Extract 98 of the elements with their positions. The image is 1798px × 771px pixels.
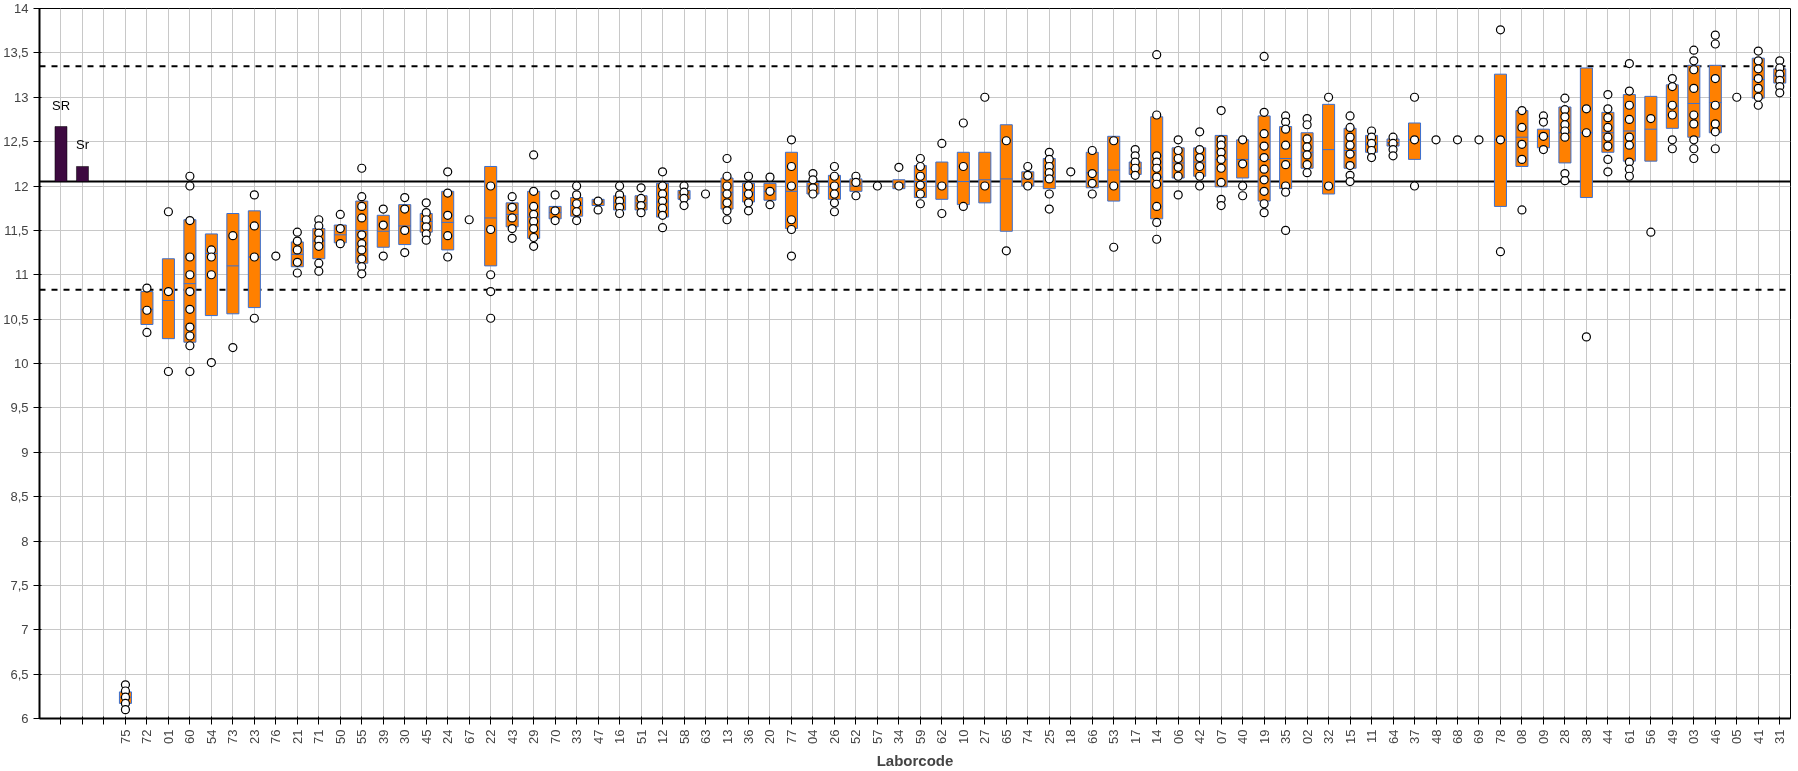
x-tick-label: 75 (117, 729, 133, 744)
x-tick-label: 17 (1127, 729, 1143, 744)
x-tick-label: 56 (1643, 729, 1659, 744)
x-tick-label: 34 (891, 729, 907, 744)
y-tick-label: 7,5 (10, 577, 29, 593)
x-tick-label: 51 (633, 729, 649, 744)
y-tick-label: 10,5 (3, 311, 29, 327)
y-tick-label: 12 (14, 178, 29, 194)
x-tick-label: 16 (612, 729, 628, 744)
x-tick-label: 06 (1170, 729, 1186, 744)
x-tick-label: 69 (1471, 729, 1487, 744)
x-tick-label: 33 (569, 729, 585, 744)
x-tick-label: 65 (998, 729, 1014, 744)
x-tick-label: 67 (461, 729, 477, 744)
x-tick-label: 41 (1750, 729, 1766, 744)
x-tick-label: 48 (1428, 729, 1444, 744)
x-tick-label: 63 (698, 729, 714, 744)
y-tick-label: 7 (21, 622, 29, 638)
x-tick-label: 02 (1299, 729, 1315, 744)
x-tick-label: 05 (1729, 729, 1745, 744)
x-tick-label: 57 (869, 729, 885, 744)
x-tick-label: 21 (289, 729, 305, 744)
y-tick-label: 9 (21, 444, 29, 460)
x-tick-label: 27 (977, 729, 993, 744)
x-tick-label: 08 (1514, 729, 1530, 744)
x-tick-label: 43 (504, 729, 520, 744)
x-tick-label: 38 (1578, 729, 1594, 744)
x-tick-label: 14 (1149, 729, 1165, 744)
data-label: SR (51, 97, 71, 113)
y-tick-label: 8,5 (10, 489, 29, 505)
x-tick-label: 13 (719, 729, 735, 744)
x-tick-label: 45 (418, 729, 434, 744)
x-tick-label: 26 (826, 729, 842, 744)
x-tick-label: 31 (1772, 729, 1788, 744)
x-tick-label: 37 (1407, 729, 1423, 744)
x-tick-label: 11 (1364, 729, 1380, 743)
y-tick-label: 12,5 (3, 134, 29, 150)
x-tick-label: 78 (1492, 729, 1508, 744)
x-tick-label: 44 (1600, 729, 1616, 744)
y-tick-label: 14 (14, 1, 29, 16)
y-tick-label: 13,5 (3, 45, 29, 61)
x-tick-label: 03 (1686, 729, 1702, 744)
x-tick-label: 71 (311, 729, 327, 744)
x-tick-label: 52 (848, 729, 864, 744)
y-tick-label: 8 (21, 533, 29, 549)
x-tick-label: 58 (676, 729, 692, 744)
x-tick-label: 46 (1707, 729, 1723, 744)
x-tick-label: 54 (203, 729, 219, 744)
y-tick-label: 13 (14, 89, 29, 105)
y-tick-label: 6,5 (10, 666, 29, 682)
data-label: Sr (75, 137, 90, 153)
x-tick-label: 73 (225, 729, 241, 744)
x-tick-label: 30 (397, 729, 413, 744)
x-tick-label: 32 (1321, 729, 1337, 744)
x-tick-label: 72 (139, 729, 155, 744)
x-tick-label: 61 (1621, 729, 1637, 744)
x-tick-label: 49 (1664, 729, 1680, 744)
x-tick-label: 12 (655, 729, 671, 744)
y-tick-label: 9,5 (10, 400, 29, 416)
y-tick-label: 11 (15, 267, 29, 283)
x-tick-label: 39 (375, 729, 391, 744)
x-tick-label: 35 (1278, 729, 1294, 744)
x-tick-label: 62 (934, 729, 950, 744)
x-tick-label: 59 (912, 729, 928, 744)
y-tick-label: 11,5 (4, 222, 29, 238)
x-tick-label: 40 (1235, 729, 1251, 744)
x-tick-label: 60 (182, 729, 198, 744)
x-tick-label: 22 (483, 729, 499, 744)
x-tick-label: 70 (547, 729, 563, 744)
x-tick-label: 25 (1041, 729, 1057, 744)
x-tick-label: 19 (1256, 729, 1272, 744)
x-tick-label: 42 (1192, 729, 1208, 744)
x-axis-title: Laborcode (876, 751, 954, 769)
x-tick-label: 64 (1385, 729, 1401, 744)
x-tick-label: 29 (526, 729, 542, 744)
x-tick-label: 76 (268, 729, 284, 744)
x-tick-label: 55 (354, 729, 370, 744)
x-tick-label: 68 (1449, 729, 1465, 744)
x-tick-label: 18 (1063, 729, 1079, 744)
x-tick-label: 20 (762, 729, 778, 744)
y-tick-label: 6 (21, 711, 29, 726)
x-tick-label: 04 (805, 729, 821, 744)
x-tick-label: 01 (160, 729, 176, 744)
y-tick-label: 10 (14, 356, 29, 371)
x-tick-label: 77 (783, 729, 799, 744)
x-tick-label: 74 (1020, 729, 1036, 744)
x-tick-label: 53 (1106, 729, 1122, 744)
x-tick-label: 66 (1084, 729, 1100, 744)
x-tick-label: 24 (440, 729, 456, 744)
x-tick-label: 09 (1535, 729, 1551, 744)
x-tick-label: 36 (740, 729, 756, 744)
x-tick-label: 10 (955, 729, 971, 744)
x-tick-label: 15 (1342, 729, 1358, 744)
x-tick-label: 47 (590, 729, 606, 744)
x-tick-label: 28 (1557, 729, 1573, 744)
x-tick-label: 07 (1213, 729, 1229, 744)
x-tick-label: 50 (332, 729, 348, 744)
x-tick-label: 23 (246, 729, 262, 744)
